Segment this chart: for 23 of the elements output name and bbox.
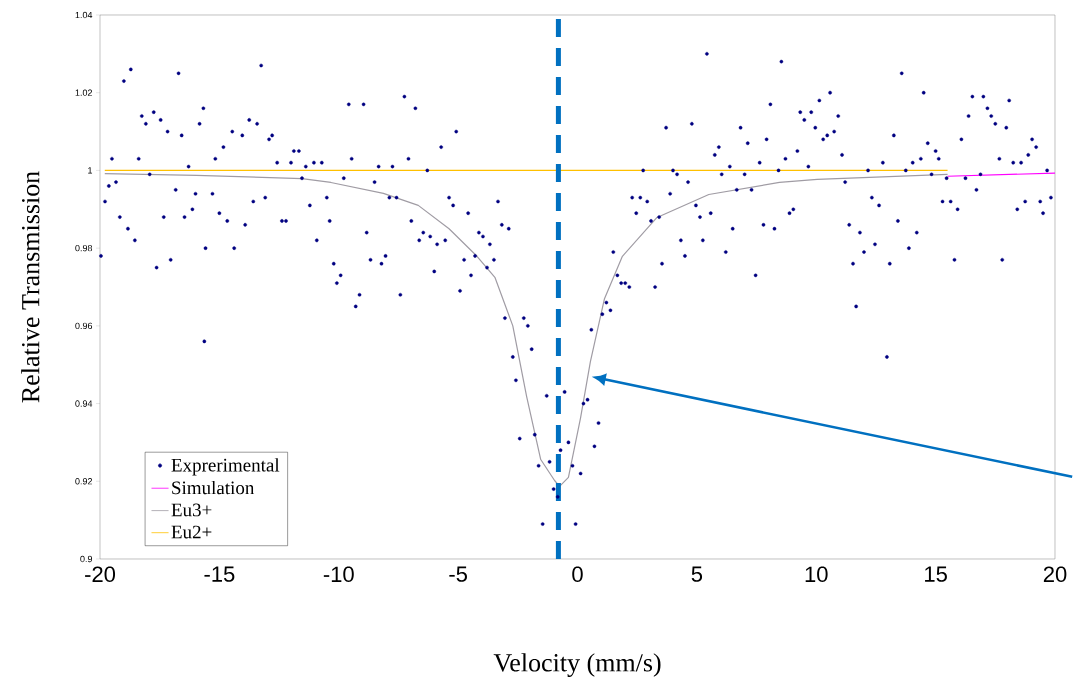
y-tick-label: 1	[88, 167, 93, 174]
x-tick-label: 0	[572, 566, 583, 583]
x-tick-label: -10	[323, 566, 354, 583]
y-tick-label: 0.96	[75, 322, 93, 330]
y-tick-label: 1.04	[75, 11, 93, 19]
x-tick-label: -20	[85, 566, 116, 583]
legend-label: Eu2+	[171, 525, 212, 539]
y-tick-label: 0.92	[75, 478, 93, 485]
legend-label: Exprerimental	[171, 458, 280, 476]
y-tick-label: 1.02	[75, 89, 93, 96]
y-tick-label: 0.9	[80, 555, 93, 563]
x-axis-title: Velocity (mm/s)	[493, 653, 661, 677]
legend-label: Eu3+	[171, 503, 212, 517]
x-tick-label: 10	[805, 566, 828, 583]
x-tick-label: -5	[449, 566, 467, 582]
x-tick-label: 15	[925, 566, 947, 582]
y-tick-label: 0.94	[75, 400, 93, 407]
legend-label: Simulation	[172, 480, 255, 495]
x-tick-label: 5	[691, 566, 703, 582]
x-tick-label: 20	[1043, 566, 1067, 583]
y-axis-title: Relative Transmission	[21, 171, 40, 403]
y-tick-label: 0.98	[75, 244, 93, 252]
x-tick-label: -15	[204, 566, 235, 582]
